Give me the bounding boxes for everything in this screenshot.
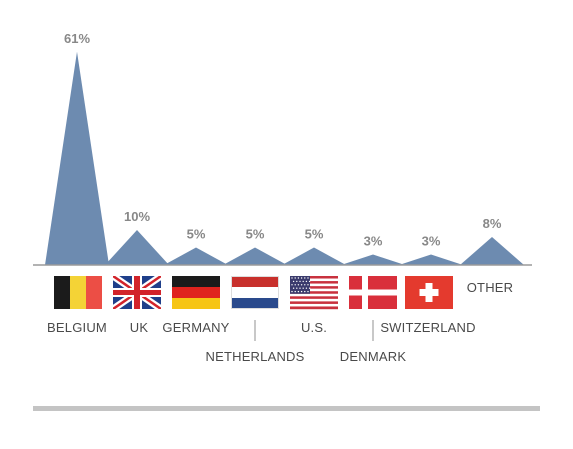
- label-netherlands: NETHERLANDS: [206, 349, 305, 364]
- value-label-germany: 5%: [187, 227, 206, 242]
- label-uk: UK: [130, 320, 149, 335]
- label-us: U.S.: [301, 320, 327, 335]
- peak-switzerland: [399, 254, 463, 265]
- peak-netherlands: [223, 247, 287, 265]
- peak-us: [282, 247, 346, 265]
- value-label-belgium: 61%: [64, 31, 90, 46]
- peak-belgium: [45, 51, 109, 266]
- value-label-netherlands: 5%: [246, 227, 265, 242]
- uk-flag: [113, 276, 161, 309]
- peak-germany: [164, 247, 228, 265]
- value-label-us: 5%: [305, 227, 324, 242]
- label-denmark: DENMARK: [340, 349, 407, 364]
- bottom-rule: [33, 406, 540, 411]
- germany-flag: [172, 276, 220, 309]
- belgium-flag: [54, 276, 102, 309]
- peak-other: [460, 237, 524, 265]
- label-switzerland: SWITZERLAND: [380, 320, 475, 335]
- value-label-other: 8%: [483, 216, 502, 231]
- value-labels-layer: 61% 10% 5% 5% 5% 3% 3% 8%: [64, 31, 502, 249]
- peak-uk: [105, 230, 169, 265]
- switzerland-flag: [405, 276, 453, 309]
- value-label-uk: 10%: [124, 209, 150, 224]
- label-belgium: BELGIUM: [47, 320, 107, 335]
- label-other: OTHER: [467, 280, 514, 295]
- us-flag: [290, 276, 338, 310]
- denmark-flag: [349, 276, 397, 309]
- value-label-switzerland: 3%: [422, 234, 441, 249]
- netherlands-flag: [231, 276, 279, 309]
- peaks-layer: [45, 51, 524, 266]
- peak-denmark: [341, 254, 405, 265]
- value-label-denmark: 3%: [364, 234, 383, 249]
- label-germany: GERMANY: [162, 320, 229, 335]
